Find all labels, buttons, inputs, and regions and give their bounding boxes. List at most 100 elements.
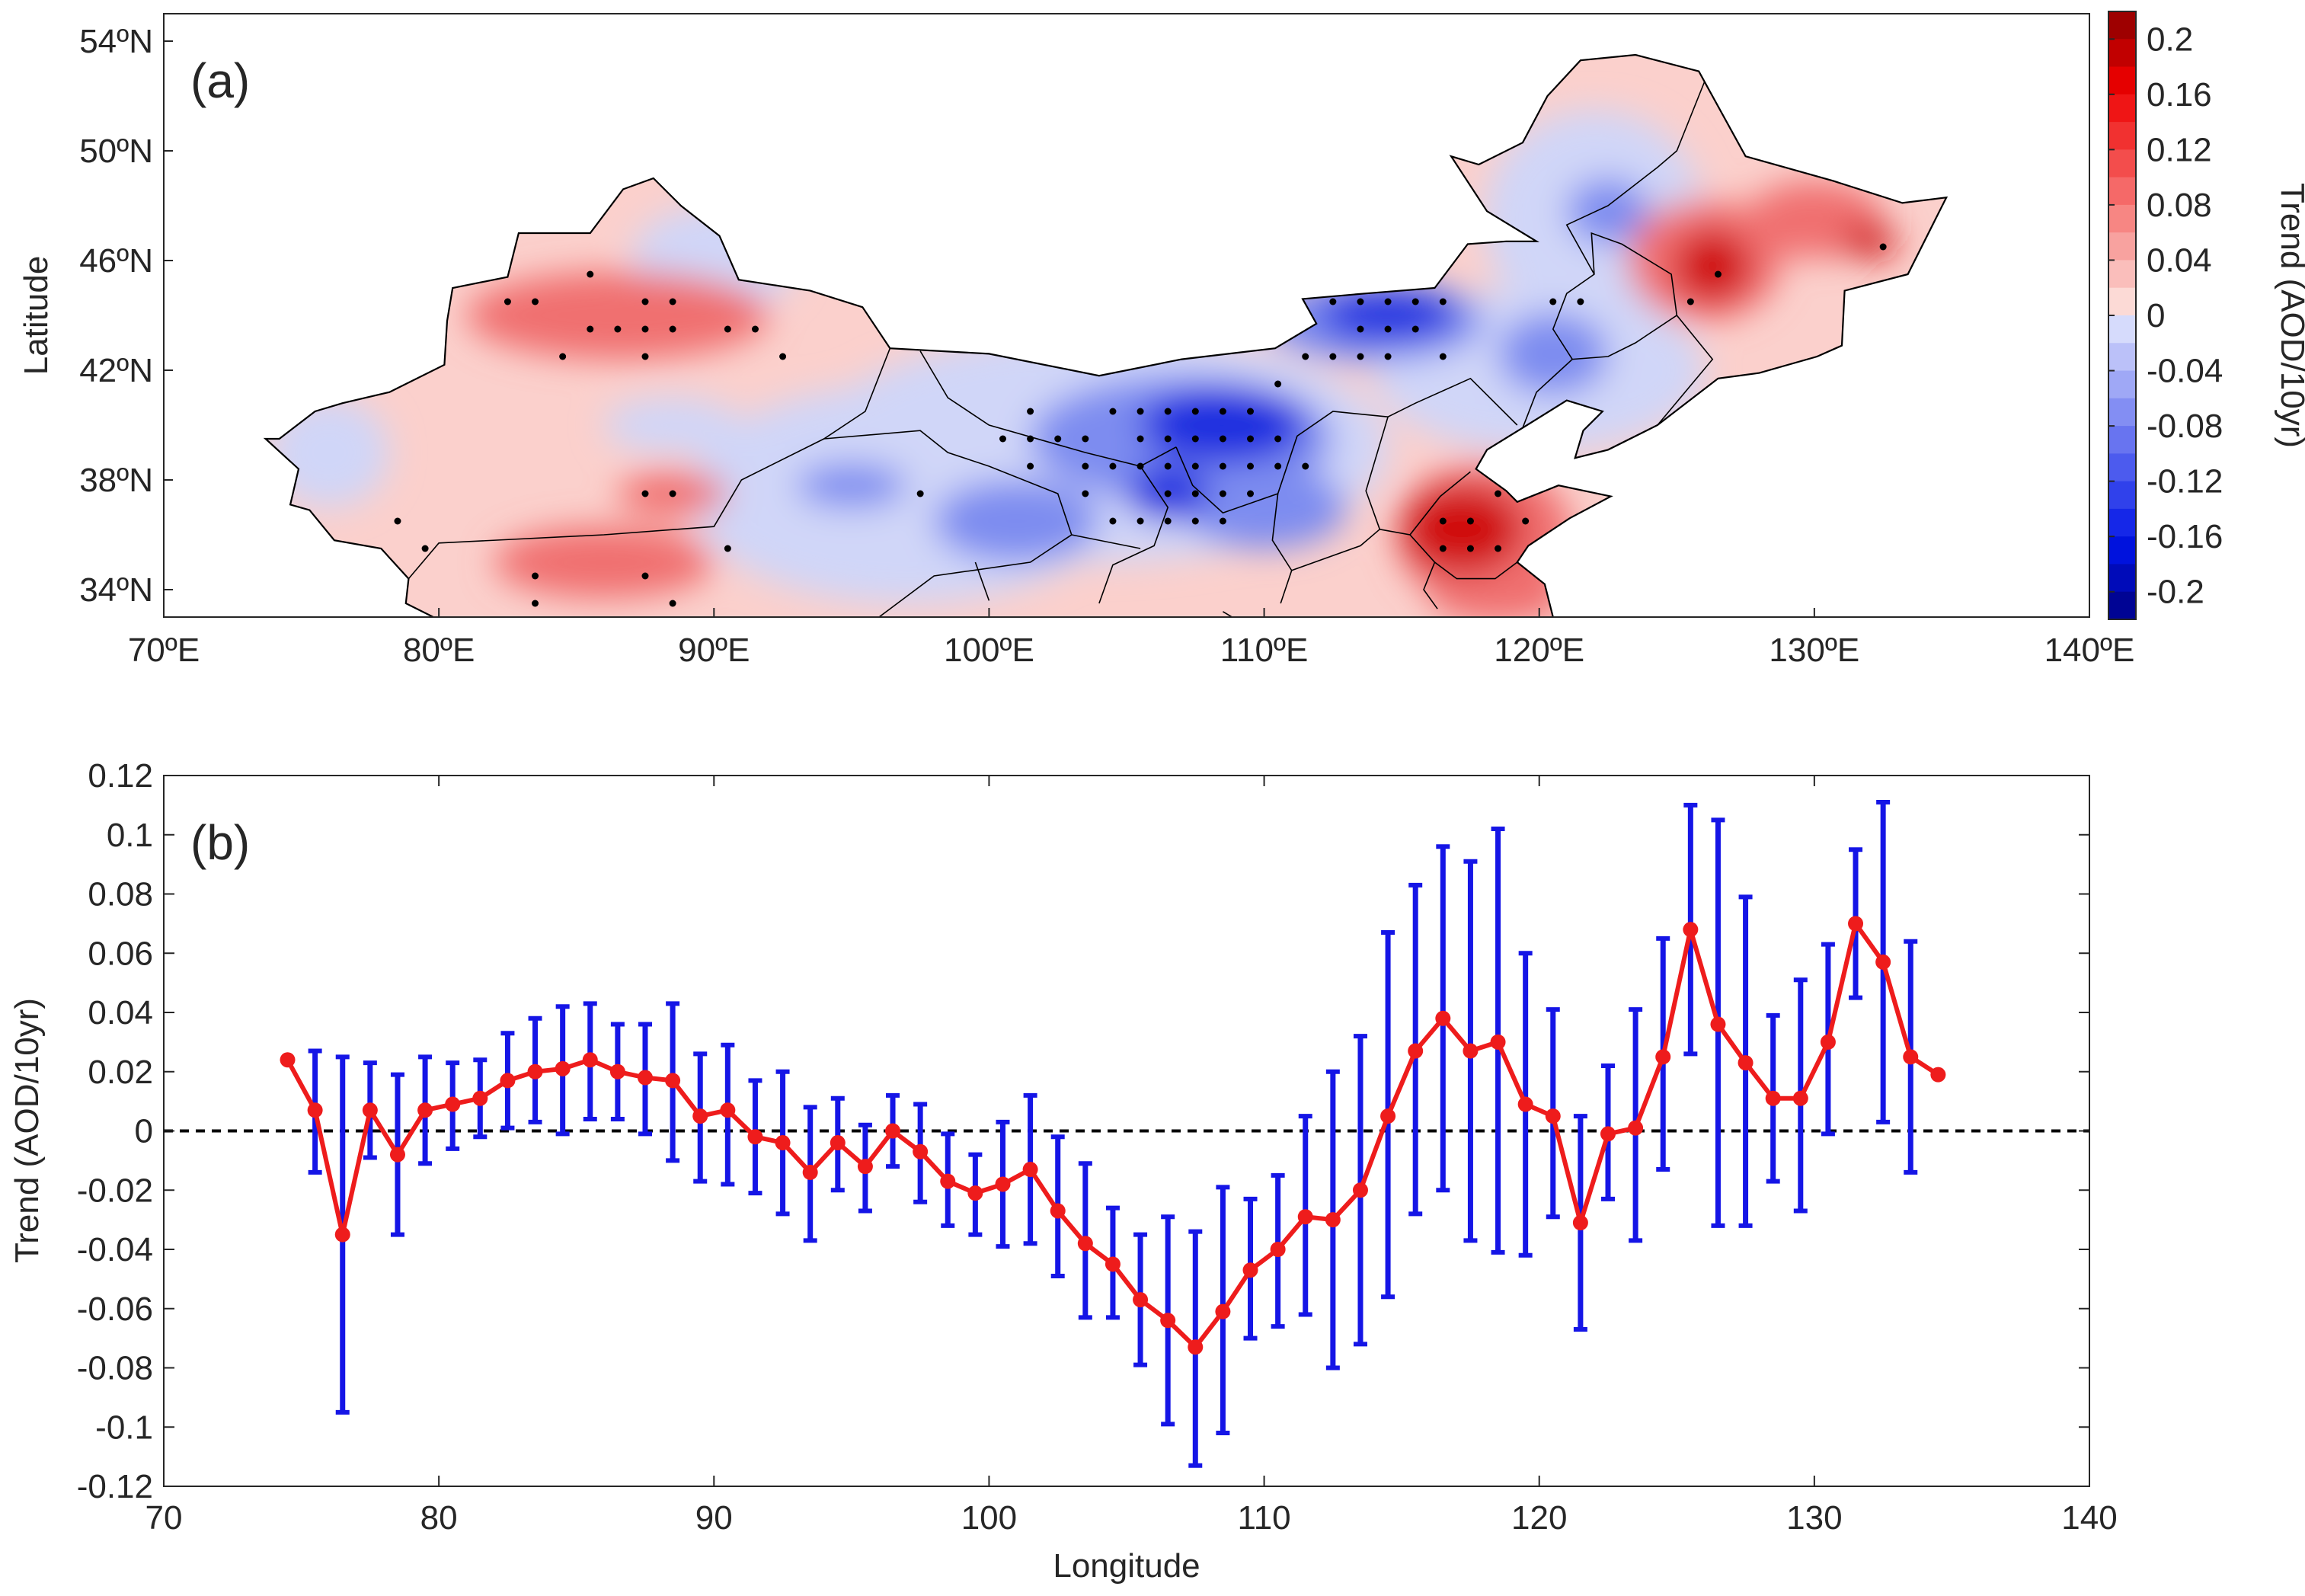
significance-dot bbox=[1137, 435, 1144, 443]
significance-dot bbox=[1384, 298, 1392, 305]
significance-dot bbox=[1164, 517, 1172, 525]
significance-dot bbox=[1247, 462, 1255, 470]
significance-dot bbox=[532, 572, 539, 580]
significance-dot bbox=[1164, 462, 1172, 470]
y-tick-label: -0.08 bbox=[77, 1350, 153, 1387]
trend-field-region bbox=[1140, 386, 1306, 464]
panel-a: 70ºE 80ºE 90ºE 100ºE 110ºE 120ºE 130ºE 140ºE 54… bbox=[18, 11, 2305, 669]
significance-dot bbox=[1411, 325, 1419, 333]
colorbar-segment bbox=[2108, 343, 2136, 372]
colorbar-tick-label: -0.16 bbox=[2147, 518, 2223, 555]
trend-point bbox=[1077, 1236, 1093, 1252]
y-tick-label: 0.1 bbox=[107, 817, 153, 854]
province-border-line bbox=[408, 347, 891, 580]
colorbar-segment bbox=[2108, 11, 2136, 40]
colorbar-segment bbox=[2108, 481, 2136, 510]
province-border-line bbox=[974, 561, 990, 601]
trend-point bbox=[334, 1227, 350, 1243]
trend-point bbox=[638, 1070, 653, 1086]
map-x-tick-label: 120ºE bbox=[1494, 632, 1584, 669]
trend-point bbox=[1380, 1108, 1396, 1124]
significance-dot bbox=[1495, 545, 1502, 552]
trend-field-region bbox=[1498, 312, 1608, 395]
map-y-tick-label: 34ºN bbox=[79, 571, 153, 609]
trend-point bbox=[609, 1063, 625, 1079]
trend-point bbox=[1325, 1212, 1341, 1228]
trend-field-region bbox=[1429, 568, 1567, 617]
map-y-tick-label: 38ºN bbox=[79, 462, 153, 499]
trend-field-region bbox=[466, 271, 769, 360]
trend-point bbox=[1683, 922, 1699, 938]
trend-field-region bbox=[796, 463, 907, 507]
significance-dot bbox=[1219, 517, 1226, 525]
trend-point bbox=[1270, 1242, 1286, 1257]
trend-field-region bbox=[1566, 178, 1650, 245]
significance-dot bbox=[1247, 435, 1255, 443]
province-border-line bbox=[823, 430, 1073, 617]
province-border-line bbox=[919, 350, 1177, 467]
significance-dot bbox=[1082, 462, 1089, 470]
significance-dot bbox=[1191, 517, 1199, 525]
trend-point bbox=[362, 1102, 378, 1118]
colorbar-segment bbox=[2108, 426, 2136, 454]
trend-point bbox=[665, 1073, 681, 1089]
significance-dot bbox=[1027, 408, 1034, 415]
trend-point bbox=[1297, 1209, 1313, 1225]
trend-point bbox=[830, 1135, 846, 1151]
province-border-line bbox=[1552, 232, 1678, 360]
map-x-tick-label: 100ºE bbox=[944, 632, 1034, 669]
trend-point bbox=[1352, 1182, 1368, 1198]
colorbar-segment bbox=[2108, 260, 2136, 289]
x-tick-label: 120 bbox=[1511, 1499, 1567, 1537]
significance-dot bbox=[641, 325, 649, 333]
significance-dot bbox=[1191, 435, 1199, 443]
significance-dot bbox=[1577, 298, 1584, 305]
significance-dot bbox=[1879, 243, 1887, 251]
significance-dot bbox=[1549, 298, 1557, 305]
significance-dot bbox=[1191, 490, 1199, 497]
y-tick-label: -0.1 bbox=[95, 1409, 153, 1446]
significance-dot bbox=[641, 572, 649, 580]
x-tick-label: 100 bbox=[961, 1499, 1017, 1537]
trend-point bbox=[307, 1102, 323, 1118]
significance-dot bbox=[1302, 462, 1309, 470]
trend-point bbox=[1022, 1162, 1038, 1178]
map-y-axis: 54ºN 50ºN 46ºN 42ºN 38ºN 34ºN bbox=[79, 23, 173, 609]
x-tick-label: 80 bbox=[420, 1499, 458, 1537]
trend-point bbox=[775, 1135, 791, 1151]
significance-dot bbox=[1247, 408, 1255, 415]
map-x-tick-label: 90ºE bbox=[678, 632, 750, 669]
province-border-line bbox=[1379, 529, 1518, 580]
significance-dot bbox=[1439, 545, 1447, 552]
significance-dot bbox=[1219, 490, 1226, 497]
significance-dot bbox=[532, 298, 539, 305]
significance-dot bbox=[1109, 517, 1117, 525]
y-tick-label: -0.02 bbox=[77, 1172, 153, 1209]
significance-dots bbox=[394, 243, 1887, 607]
trend-point bbox=[500, 1073, 516, 1089]
significance-dot bbox=[1329, 298, 1337, 305]
map-x-tick-label: 80ºE bbox=[403, 632, 475, 669]
significance-dot bbox=[1164, 490, 1172, 497]
trend-point bbox=[1408, 1043, 1424, 1059]
trend-field-region bbox=[1319, 290, 1457, 341]
panel-b: 70 80 90 100 110 120 130 140 0.12 0.1 0.08 0.06 0.04… bbox=[8, 757, 2118, 1585]
panel-b-label: (b) bbox=[190, 815, 250, 870]
significance-dot bbox=[1054, 435, 1062, 443]
significance-dot bbox=[1686, 298, 1694, 305]
province-border-line bbox=[1271, 493, 1293, 604]
trend-field-region bbox=[934, 480, 1099, 562]
province-border-line bbox=[1291, 377, 1518, 571]
significance-dot bbox=[504, 298, 511, 305]
colorbar-segment bbox=[2108, 204, 2136, 233]
x-tick-label: 130 bbox=[1786, 1499, 1842, 1537]
significance-dot bbox=[1164, 435, 1172, 443]
trend-point bbox=[1820, 1034, 1836, 1050]
y-tick-label: -0.12 bbox=[77, 1468, 153, 1505]
colorbar-segment bbox=[2108, 315, 2136, 344]
significance-dot bbox=[1274, 435, 1282, 443]
panel-a-label: (a) bbox=[190, 53, 250, 108]
trend-point bbox=[1463, 1043, 1479, 1059]
trend-point bbox=[1105, 1256, 1121, 1272]
